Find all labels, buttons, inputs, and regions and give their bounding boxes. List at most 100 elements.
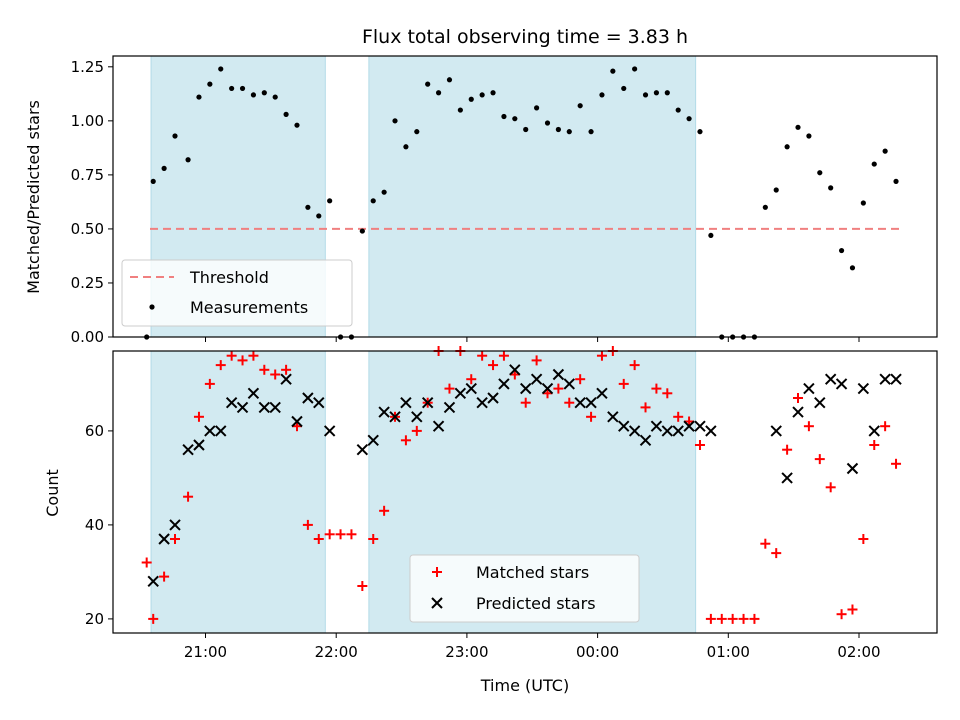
measurement-point — [686, 116, 692, 122]
matched-star-point — [673, 411, 684, 422]
predicted-star-point — [487, 392, 499, 404]
bottom-axes-frame — [112, 350, 938, 634]
measurement-point — [250, 92, 257, 98]
matched-star-point — [302, 519, 313, 530]
y-tick-label: 1.00 — [71, 112, 104, 130]
predicted-star-point — [552, 368, 565, 381]
predicted-star-point — [443, 401, 456, 414]
measurement-point — [849, 265, 856, 271]
predicted-star-point — [770, 425, 782, 437]
top-x-ticks — [205, 337, 860, 342]
measurement-point — [370, 198, 376, 204]
measurement-point — [588, 129, 594, 135]
matched-star-point — [891, 458, 902, 469]
y-tick-label: 0.50 — [71, 220, 104, 238]
predicted-star-point — [182, 443, 194, 456]
matched-star-point — [466, 374, 477, 385]
measurement-point — [523, 126, 529, 133]
matched-star-point — [531, 355, 542, 366]
predicted-star-point — [694, 420, 706, 432]
predicted-star-point — [596, 387, 608, 400]
top-shaded-regions — [150, 55, 697, 338]
matched-star-point — [520, 397, 531, 408]
matched-star-point — [357, 581, 368, 591]
predicted-star-point — [672, 425, 684, 437]
predicted-star-point — [520, 382, 532, 395]
predicted-star-point — [225, 396, 238, 409]
measurement-point — [512, 116, 518, 122]
legend-measurements-label: Measurements — [190, 298, 308, 317]
measurement-point — [697, 129, 703, 135]
y-tick-label: 40 — [85, 516, 104, 534]
measurement-point — [457, 107, 463, 113]
matched-star-point — [869, 440, 880, 450]
predicted-star-point — [356, 443, 369, 456]
matched-star-point — [596, 350, 607, 361]
predicted-star-point — [857, 382, 870, 395]
measurement-point — [468, 96, 474, 102]
matched-star-point — [836, 609, 847, 620]
predicted-star-point — [378, 406, 390, 418]
predicted-star-point — [509, 364, 521, 376]
x-tick-label: 02:00 — [837, 643, 880, 661]
predicted-star-point — [313, 396, 325, 409]
predicted-legend-icon — [431, 597, 443, 609]
measurement-point — [196, 94, 202, 100]
y-tick-label: 0.25 — [71, 274, 104, 292]
measurement-point — [708, 232, 714, 239]
matched-star-point — [335, 529, 346, 540]
matched-star-point — [586, 411, 597, 422]
matched-star-point — [183, 491, 194, 502]
matched-star-point — [760, 538, 771, 549]
matched-star-point — [379, 505, 390, 516]
measurement-point — [773, 187, 779, 193]
matched-star-point — [259, 364, 270, 375]
observing-interval-shade — [368, 55, 697, 338]
predicted-star-point — [639, 434, 652, 447]
predicted-star-point — [291, 415, 303, 428]
predicted-star-point — [269, 401, 281, 414]
measurement-point — [817, 170, 823, 176]
x-tick-label: 00:00 — [576, 643, 619, 661]
y-tick-label: 1.25 — [71, 58, 104, 76]
x-tick-label: 23:00 — [445, 643, 488, 661]
measurement-point — [316, 213, 322, 219]
measurement-point — [414, 129, 420, 135]
measurement-point — [327, 198, 333, 204]
measurement-point — [534, 105, 540, 111]
measurement-point — [392, 118, 398, 124]
observing-interval-shade — [150, 350, 326, 634]
measurement-point — [239, 85, 246, 92]
matched-star-point — [749, 613, 760, 624]
measurement-point — [272, 94, 278, 100]
predicted-star-point — [454, 387, 467, 400]
matched-star-point — [215, 360, 226, 371]
matched-star-point — [705, 613, 716, 624]
predicted-stars-points — [147, 364, 902, 588]
predicted-star-point — [705, 425, 717, 437]
y-tick-label: 20 — [85, 610, 104, 628]
matched-star-point — [575, 374, 586, 385]
matched-star-point — [564, 397, 575, 408]
measurement-point — [185, 157, 191, 163]
predicted-star-point — [367, 434, 379, 447]
predicted-star-point — [465, 382, 477, 395]
predicted-star-point — [890, 373, 902, 385]
predicted-star-point — [280, 373, 292, 385]
measurement-point — [577, 103, 583, 109]
matched-star-point — [782, 444, 793, 455]
predicted-star-point — [158, 533, 170, 545]
predicted-star-point — [411, 411, 423, 423]
matched-star-point — [324, 529, 335, 540]
x-tick-label: 21:00 — [184, 643, 227, 661]
measurement-point — [664, 90, 670, 96]
bottom-panel: 20 40 60 21:00 22:00 23:00 00:00 01:00 02:00 Co… — [43, 346, 938, 695]
matched-star-point — [400, 435, 411, 446]
predicted-star-point — [215, 425, 227, 437]
top-y-axis-label: Matched/Predicted stars — [24, 100, 43, 294]
measurement-point — [621, 85, 627, 92]
matched-star-point — [662, 388, 673, 399]
predicted-star-point — [868, 425, 880, 437]
measurement-point — [435, 90, 442, 96]
matched-star-point — [170, 534, 181, 544]
